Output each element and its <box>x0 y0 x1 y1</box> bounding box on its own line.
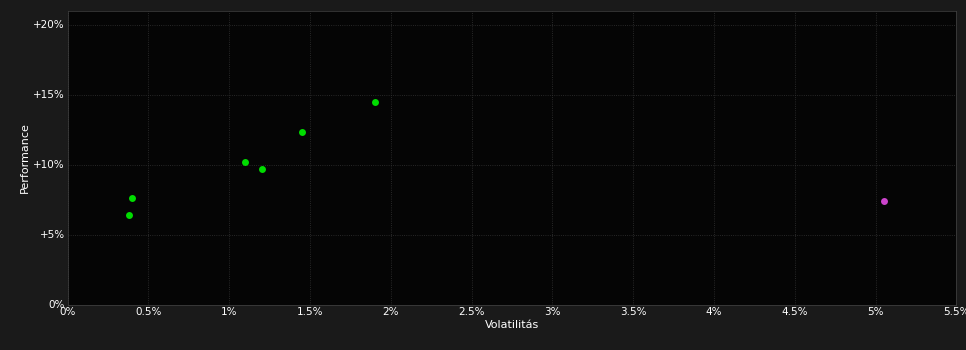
Point <box>122 212 137 218</box>
X-axis label: Volatilitás: Volatilitás <box>485 320 539 330</box>
Point <box>238 159 253 164</box>
Point <box>125 195 140 201</box>
Point <box>367 99 383 104</box>
Point <box>295 130 310 135</box>
Point <box>876 198 892 204</box>
Y-axis label: Performance: Performance <box>20 122 30 193</box>
Point <box>254 166 270 172</box>
